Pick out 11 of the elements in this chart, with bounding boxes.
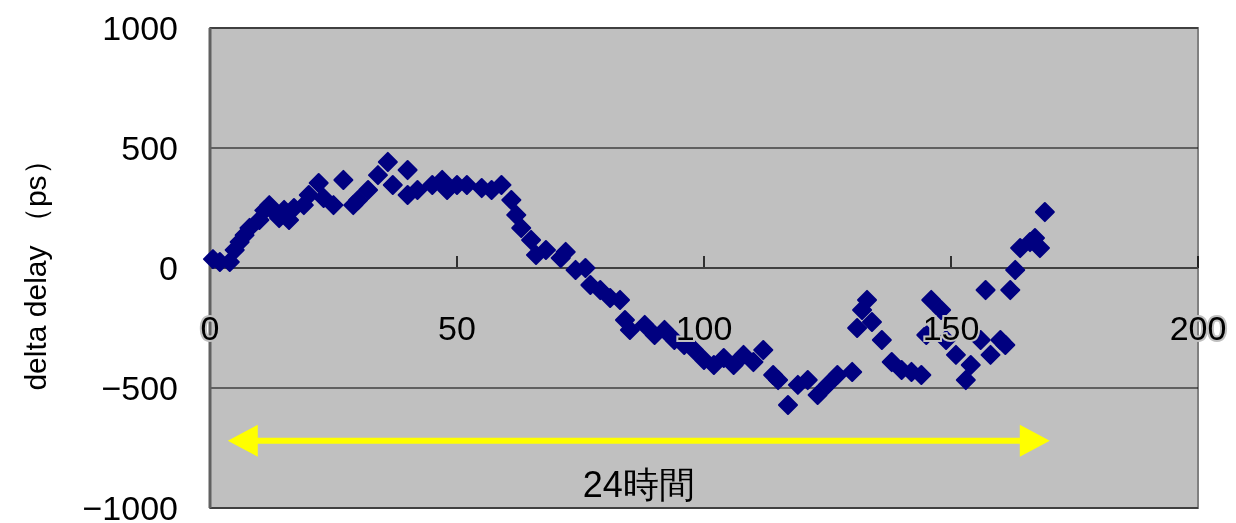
y-tick-label: 1000 (102, 9, 178, 47)
x-tick-label: 50 (438, 309, 476, 347)
x-tick-label: 100 (675, 309, 733, 347)
y-tick-label: 0 (159, 249, 178, 287)
y-axis-title: delta delay （ps） (19, 145, 52, 391)
x-tick-label: 200 (1169, 309, 1227, 347)
x-tick-label: 0 (200, 309, 220, 347)
annotation: 24時間 (582, 463, 695, 505)
y-tick-label: 500 (121, 129, 178, 167)
y-tick-label: −1000 (82, 489, 178, 523)
y-tick-label: −500 (101, 369, 178, 407)
